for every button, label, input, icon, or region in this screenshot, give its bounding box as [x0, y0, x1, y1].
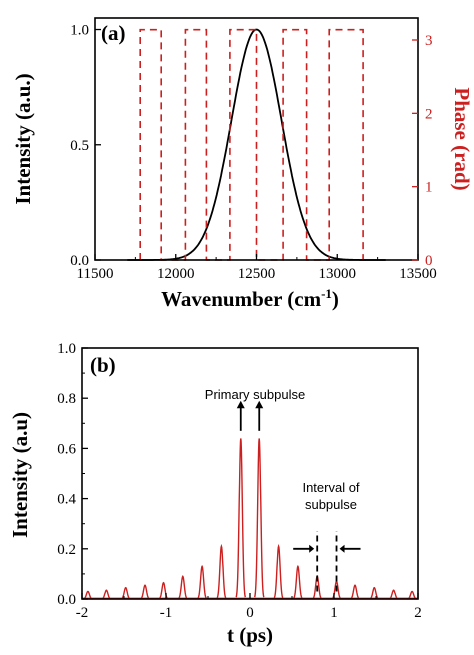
annotation-primary-subpulse: Primary subpulse — [205, 387, 305, 402]
panel-b-label: (b) — [90, 353, 116, 377]
panel-b-ytick-label: 0.2 — [57, 542, 76, 558]
subpulse-peak — [101, 589, 112, 600]
panel-b-curves — [82, 438, 418, 600]
panel-a-ylabel: Intensity (a.u.) — [11, 73, 35, 204]
panel-b-xtick-label: -2 — [76, 605, 89, 621]
panel-a-label: (a) — [101, 21, 126, 45]
primary-arrow-head — [236, 400, 245, 409]
interval-arrow-right-head — [339, 544, 345, 553]
panel-b-annotations: Primary subpulse Interval of subpulse — [205, 387, 361, 592]
panel-a-xtick-label: 12500 — [238, 266, 276, 282]
panel-b-xtick-label: 1 — [330, 605, 338, 621]
subpulse-peak — [235, 438, 246, 598]
panel-b-ylabel: Intensity (a.u) — [8, 412, 32, 538]
panel-a-axes: 11500 12000 12500 13000 13500 0.0 0.5 1.0 0 1 2 3 — [70, 23, 437, 282]
subpulse-peak — [120, 586, 131, 600]
panel-a-xlabel: Wavenumber (cm-1) — [161, 286, 339, 311]
panel-b: -2 -1 0 1 2 0.0 0.2 0.4 0.6 0.8 1.0 (b) t (ps) Int… — [8, 341, 422, 647]
panel-a-y2tick-label: 1 — [425, 180, 433, 196]
panel-b-xtick-label: 0 — [246, 605, 254, 621]
panel-a-ytick-label: 1.0 — [70, 23, 89, 39]
panel-a-y2tick-label: 2 — [425, 106, 433, 122]
panel-a-xtick-label: 11500 — [77, 266, 114, 282]
subpulse-peak — [369, 586, 380, 600]
panel-a-y2tick-label: 0 — [425, 253, 433, 269]
subpulse-peak — [254, 438, 265, 598]
panel-a-y2tick-label: 3 — [425, 33, 433, 49]
panel-a-xtick-label: 13000 — [319, 266, 357, 282]
subpulse-peak — [350, 584, 360, 600]
phase-curve — [139, 28, 364, 261]
panel-b-xtick-label: 2 — [414, 605, 422, 621]
panel-a-y2label: Phase (rad) — [450, 87, 474, 190]
panel-a-xtick-label: 13500 — [399, 266, 437, 282]
panel-b-xtick-label: -1 — [160, 605, 173, 621]
panel-b-ytick-label: 0.8 — [57, 391, 76, 407]
subpulse-peak — [197, 564, 208, 600]
panel-b-xlabel: t (ps) — [227, 623, 273, 647]
annotation-interval-line2: subpulse — [305, 497, 357, 512]
subpulse-peak — [216, 543, 227, 599]
subpulse-peak — [273, 543, 284, 599]
panel-b-ytick-label: 1.0 — [57, 341, 76, 357]
panel-a-ytick-label: 0.0 — [70, 253, 89, 269]
panel-b-ytick-label: 0.4 — [57, 492, 76, 508]
panel-a: 11500 12000 12500 13000 13500 0.0 0.5 1.0 0 1 2 3 (… — [11, 17, 474, 311]
interval-arrow-left-head — [309, 544, 315, 553]
panel-a-curves — [127, 28, 386, 261]
subpulse-peak — [178, 575, 188, 600]
panel-a-xtick-label: 12000 — [157, 266, 195, 282]
primary-arrow-head — [255, 400, 264, 409]
panel-a-frame — [94, 17, 419, 261]
subpulse-peak — [292, 564, 303, 600]
panel-b-ytick-label: 0.6 — [57, 441, 76, 457]
panel-b-ytick-label: 0.0 — [57, 592, 76, 608]
panel-b-axes: -2 -1 0 1 2 0.0 0.2 0.4 0.6 0.8 1.0 — [57, 341, 422, 621]
subpulse-peak — [388, 589, 399, 600]
panel-b-frame — [81, 347, 419, 600]
panel-a-ytick-label: 0.5 — [70, 138, 89, 154]
annotation-interval-line1: Interval of — [302, 480, 359, 495]
subpulse-peak — [140, 584, 150, 600]
